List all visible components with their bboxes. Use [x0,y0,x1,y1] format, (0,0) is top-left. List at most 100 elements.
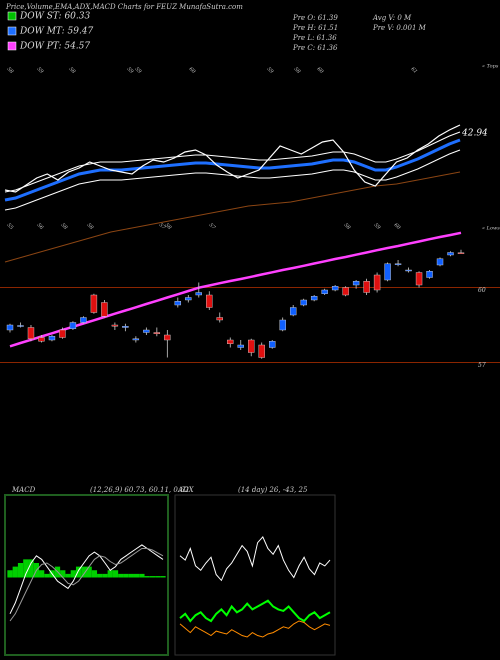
adx-line [179,599,331,623]
candle-body [122,326,129,328]
panel-params: (14 day) 26, -43, 25 [238,486,308,494]
candle-body [185,297,192,301]
histogram-bar [17,563,24,578]
candle-body [101,302,108,317]
histogram-bar [97,573,103,578]
info-text: Avg V: 0 M [372,14,412,22]
top-label: 58 [68,66,77,75]
adx-frame [174,494,336,656]
candle-body [269,341,276,348]
histogram-bar [70,570,76,578]
candle-body [289,307,297,316]
price-line [4,124,461,193]
candle-body [143,329,150,333]
candle-body [38,337,45,342]
candle-body [164,334,171,341]
price-line [4,131,461,193]
tops-label: « Tops [482,64,499,70]
candle-body [27,327,35,339]
top-label: 59 [126,66,135,75]
candle-body [6,324,14,331]
bottom-label: 57 [158,222,167,231]
trend-line [9,231,462,348]
legend-label: DOW ST: 60.33 [19,12,90,22]
top-label: 60 [188,66,197,75]
histogram-bar [23,559,29,578]
histogram-bar [107,570,113,578]
candle-body [405,269,412,272]
candle-body [363,281,370,293]
candle-body [111,324,119,327]
bottom-label: 58 [86,222,95,231]
price-line [4,171,461,263]
candle-body [206,294,213,308]
candle-body [48,336,56,341]
candle-body [321,289,328,294]
info-text: Pre V: 0.001 M [372,24,427,32]
candle-body [447,252,454,256]
top-label: 58 [6,66,15,75]
candle-body [258,344,265,358]
panel-label: ADX [177,486,195,494]
candle-body [352,281,360,286]
top-label: 59 [134,66,143,75]
top-label: 61 [410,66,419,75]
histogram-bar [60,570,66,578]
top-label: 59 [266,66,275,75]
top-label: 59 [36,66,45,75]
bottom-label: 58 [343,222,352,231]
candle-body [153,332,161,334]
candle-body [310,296,318,301]
candle-body [17,325,24,327]
histogram-bar [128,573,134,578]
top-label: 58 [293,66,302,75]
histogram-bar [144,576,150,578]
histogram-bar [75,566,82,578]
candle-body [426,271,433,278]
bottom-label: 58 [164,222,173,231]
info-text: Pre O: 61.39 [292,14,338,22]
histogram-bar [44,573,50,578]
price-line [4,138,461,202]
histogram-bar [7,570,13,578]
histogram-bar [39,570,45,578]
candle-body [174,301,182,306]
histogram-bar [155,576,161,578]
bottom-label: 58 [60,222,69,231]
info-text: Pre L: 61.36 [292,34,337,42]
candle-body [394,263,402,265]
adx-line [179,535,331,582]
candle-body [415,272,423,286]
legend-swatch [7,41,17,51]
candle-body [300,299,307,306]
candle-body [216,317,223,321]
candle-body [279,319,286,331]
candle-body [384,263,391,281]
bottom-label: 60 [393,222,402,231]
bottom-label: 55 [6,222,15,231]
candle-body [195,292,202,296]
candle-body [342,287,349,296]
candle-body [80,317,87,323]
histogram-bar [65,573,71,578]
histogram-bar [139,573,145,578]
bottom-label: 57 [208,222,217,231]
info-text: Pre C: 61.36 [292,44,338,52]
panel-label: MACD [11,486,36,494]
legend-label: DOW MT: 59.47 [19,27,94,37]
lows-label: « Lows [482,226,500,232]
histogram-bar [81,566,87,578]
histogram-bar [102,573,108,578]
histogram-bar [123,573,129,578]
adx-line [179,620,331,638]
candle-body [227,339,234,344]
candle-body [436,258,444,266]
panel-params: (12,26,9) 60.73, 60.11, 0.62 [90,486,190,494]
histogram-bar [86,566,92,578]
y-tick-label: 60 [478,287,486,294]
candle-body [373,274,381,291]
legend-swatch [7,11,17,21]
histogram-bar [112,570,119,578]
histogram-bar [149,576,156,578]
